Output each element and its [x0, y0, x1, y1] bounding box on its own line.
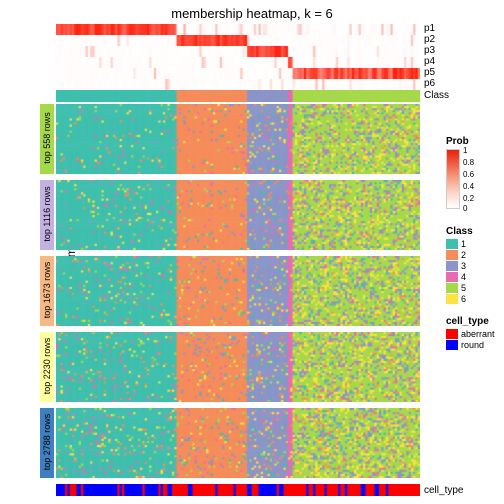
chart-title: membership heatmap, k = 6 — [0, 6, 504, 21]
row-strip-label-2: top 1673 rows — [42, 255, 52, 325]
row-strip-label-3: top 2230 rows — [42, 331, 52, 401]
row-strip-label-1: top 1116 rows — [42, 179, 52, 249]
heatmap-band-0 — [56, 104, 420, 174]
top-label-p6: p6 — [424, 78, 435, 89]
heatmap-band-1 — [56, 180, 420, 250]
heatmap-band-3 — [56, 332, 420, 402]
prob-gradient-bar: 10.80.60.40.20 — [446, 149, 460, 209]
top-label-p1: p1 — [424, 23, 435, 34]
heatmap-band-2 — [56, 256, 420, 326]
cell-type-legend: cell_typeaberrantround — [446, 316, 495, 351]
top-label-p2: p2 — [424, 34, 435, 45]
class-legend: Class123456 — [446, 226, 473, 305]
cell-type-annotation-band — [56, 484, 420, 496]
cell-type-axis-label: cell_type — [424, 485, 463, 496]
top-label-p5: p5 — [424, 67, 435, 78]
row-strip-label-0: top 558 rows — [42, 103, 52, 173]
prob-colorbar: Prob 10.80.60.40.20 — [446, 136, 469, 209]
top-label-p4: p4 — [424, 56, 435, 67]
class-annotation-band — [56, 90, 420, 102]
top-label-p3: p3 — [424, 45, 435, 56]
heatmap-band-4 — [56, 408, 420, 478]
row-strip-label-4: top 2788 rows — [42, 407, 52, 477]
class-band-label: Class — [424, 90, 449, 101]
